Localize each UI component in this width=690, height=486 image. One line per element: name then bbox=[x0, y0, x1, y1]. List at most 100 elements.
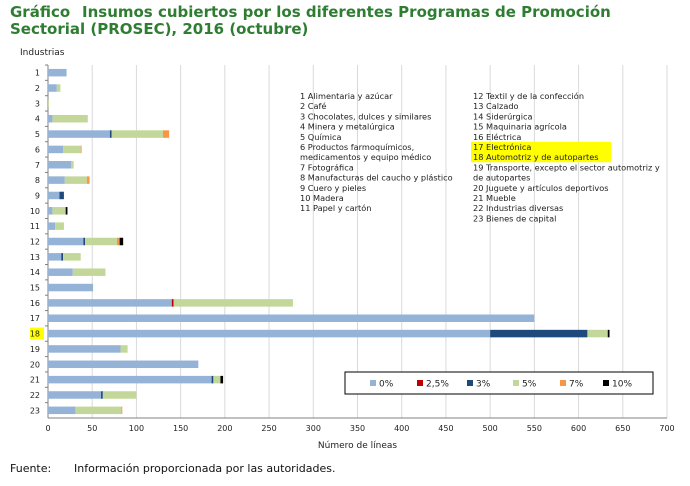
bar-segment bbox=[48, 130, 110, 138]
y-tick-label: 6 bbox=[35, 145, 40, 154]
bar-segment bbox=[48, 329, 491, 338]
bar-segment bbox=[48, 114, 53, 123]
x-axis-title: Número de líneas bbox=[318, 441, 397, 451]
y-axis-title: Industrias bbox=[20, 48, 65, 58]
y-tick-label: 16 bbox=[30, 299, 40, 308]
source-note: Fuente: Información proporcionada por las… bbox=[10, 462, 335, 475]
x-tick-label: 200 bbox=[217, 424, 232, 433]
bar-segment bbox=[48, 145, 64, 154]
industry-key-item: 3 Chocolates, dulces y similares bbox=[300, 111, 431, 121]
x-tick-label: 300 bbox=[306, 424, 321, 433]
legend-label: 7% bbox=[569, 380, 584, 390]
industry-key-item: medicamentos y equipo médico bbox=[300, 152, 431, 162]
legend-label: 10% bbox=[612, 380, 632, 390]
legend-swatch bbox=[417, 380, 423, 386]
industry-key-item: 20 Juguete y artículos deportivos bbox=[473, 183, 608, 193]
x-tick-label: 600 bbox=[571, 424, 586, 433]
industry-key-item: 2 Café bbox=[300, 101, 326, 111]
bar-segment bbox=[171, 299, 174, 307]
x-tick-label: 450 bbox=[438, 424, 453, 433]
legend-swatch bbox=[560, 380, 566, 386]
bar-segment bbox=[48, 375, 212, 384]
bar-segment bbox=[111, 130, 163, 138]
x-tick-label: 500 bbox=[483, 424, 498, 433]
chart-title-label: Gráfico bbox=[10, 3, 71, 21]
bar-segment bbox=[48, 406, 76, 415]
bar-segment bbox=[120, 345, 128, 353]
bar-segment bbox=[48, 237, 84, 246]
bar-segment bbox=[85, 237, 117, 246]
bar-segment bbox=[119, 237, 124, 246]
bar-segment bbox=[72, 268, 106, 276]
y-tick-label: 18 bbox=[30, 330, 40, 339]
industry-key-item: 4 Minera y metalúrgica bbox=[300, 122, 395, 132]
source-text: Información proporcionada por las autori… bbox=[74, 462, 336, 475]
bar-segment bbox=[162, 130, 170, 138]
bar-segment bbox=[52, 114, 88, 123]
industry-key-item: 23 Bienes de capital bbox=[473, 213, 556, 223]
bar-segment bbox=[65, 207, 68, 215]
y-tick-label: 13 bbox=[30, 253, 40, 262]
bar-segment bbox=[75, 406, 122, 415]
y-tick-label: 8 bbox=[35, 176, 40, 185]
bar-segment bbox=[48, 299, 172, 307]
bar-segment bbox=[48, 161, 71, 169]
legend-swatch bbox=[370, 380, 376, 386]
industry-key-item: 6 Productos farmoquímicos, bbox=[300, 142, 414, 152]
industry-key-item: 21 Mueble bbox=[473, 193, 516, 203]
y-tick-label: 10 bbox=[30, 207, 40, 216]
industry-key-item: de autopartes bbox=[473, 173, 530, 183]
bar-segment bbox=[102, 391, 137, 399]
y-tick-label: 19 bbox=[30, 345, 40, 354]
y-tick-label: 20 bbox=[30, 360, 40, 369]
chart-title: Gráfico Insumos cubiertos por los diferen… bbox=[10, 4, 685, 38]
industry-key-highlight bbox=[471, 141, 611, 152]
bar-segment bbox=[86, 176, 90, 184]
bar-segment bbox=[48, 191, 60, 200]
bar-segment bbox=[48, 176, 65, 184]
y-tick-label: 12 bbox=[30, 238, 40, 247]
bar-segment bbox=[55, 222, 64, 230]
x-tick-label: 550 bbox=[527, 424, 542, 433]
industry-key-item: 11 Papel y cartón bbox=[300, 203, 371, 213]
legend-swatch bbox=[467, 380, 473, 386]
legend-label: 5% bbox=[522, 380, 537, 390]
legend-label: 3% bbox=[476, 380, 491, 390]
industry-key-highlight bbox=[471, 152, 611, 163]
industry-key-item: 22 Industrias diversas bbox=[473, 203, 563, 213]
bar-segment bbox=[48, 268, 73, 276]
industry-key-item: 7 Fotográfica bbox=[300, 162, 354, 172]
legend-box bbox=[344, 371, 654, 395]
y-tick-label: 22 bbox=[30, 391, 40, 400]
bar-segment bbox=[48, 360, 199, 369]
bar-segment bbox=[48, 207, 53, 215]
bar-segment bbox=[211, 375, 214, 384]
bar-segment bbox=[80, 145, 82, 154]
y-tick-label: 7 bbox=[35, 161, 40, 170]
bar-segment bbox=[213, 375, 221, 384]
y-tick-label: 4 bbox=[35, 115, 40, 124]
legend-label: 0% bbox=[379, 380, 394, 390]
bar-segment bbox=[220, 375, 224, 384]
bar-segment bbox=[587, 329, 608, 338]
x-tick-label: 400 bbox=[394, 424, 409, 433]
x-tick-label: 100 bbox=[129, 424, 144, 433]
industry-key-item: 18 Automotriz y de autopartes bbox=[473, 152, 599, 162]
industry-key-item: 15 Maquinaria agrícola bbox=[473, 122, 567, 132]
industry-key-item: 13 Calzado bbox=[473, 101, 519, 111]
y-tick-label: 2 bbox=[35, 84, 40, 93]
bar-segment bbox=[490, 329, 588, 338]
x-tick-label: 50 bbox=[87, 424, 97, 433]
bar-segment bbox=[56, 84, 61, 92]
chart-title-text: Insumos cubiertos por los diferentes Pro… bbox=[10, 3, 611, 38]
bar-segment bbox=[52, 207, 66, 215]
category-highlight bbox=[30, 327, 44, 340]
bar-segment bbox=[116, 237, 120, 246]
bar-segment bbox=[48, 391, 102, 399]
industry-key-item: 17 Electrónica bbox=[473, 142, 531, 152]
bar-segment bbox=[173, 299, 293, 307]
y-tick-label: 11 bbox=[30, 222, 40, 231]
bar-segment bbox=[63, 253, 81, 261]
bar-segment bbox=[48, 253, 62, 261]
x-tick-label: 250 bbox=[261, 424, 276, 433]
